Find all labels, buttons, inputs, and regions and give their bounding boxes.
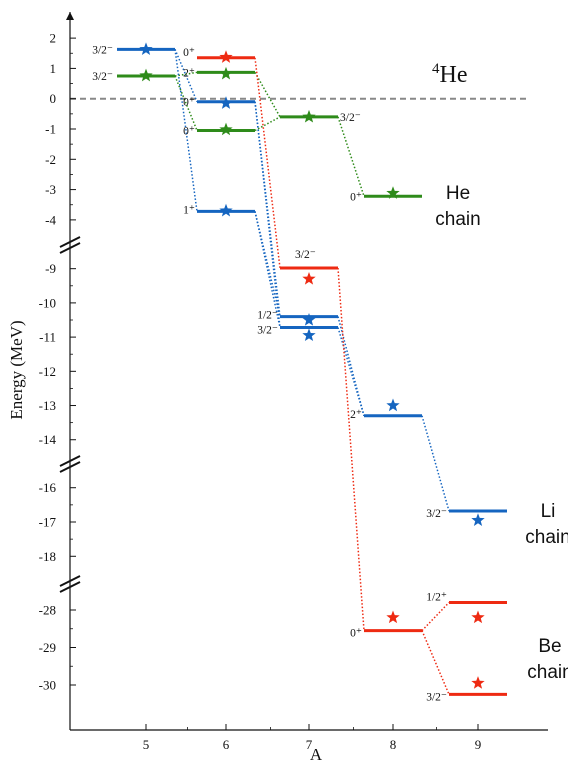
- state-label: 1/2⁻: [257, 310, 278, 322]
- star-marker: [219, 122, 233, 136]
- star-marker: [302, 313, 316, 326]
- transition-line: [254, 116, 281, 132]
- chain-label: chain: [435, 209, 480, 230]
- reference-nucleus-label: 4He: [432, 61, 467, 88]
- chain-label: chain: [525, 527, 568, 548]
- transition-line: [254, 57, 281, 269]
- transition-line: [174, 49, 198, 103]
- star-marker: [302, 328, 316, 342]
- state-label: 3/2⁻: [295, 249, 316, 261]
- y-tick-label: 2: [50, 31, 57, 46]
- state-label: 3/2⁻: [340, 112, 361, 124]
- transition-line: [174, 75, 198, 131]
- state-label: 0⁺: [183, 97, 195, 109]
- transition-line: [254, 101, 281, 328]
- star-marker: [471, 676, 485, 689]
- star-marker: [302, 271, 316, 285]
- y-tick-label: -17: [39, 515, 57, 530]
- x-tick-label: 8: [390, 737, 397, 752]
- state-label: 1/2⁺: [426, 592, 447, 604]
- y-tick-label: -4: [45, 212, 56, 227]
- x-tick-label: 6: [223, 737, 230, 752]
- axis-break-mark: [59, 455, 81, 467]
- state-label: 0⁺: [183, 47, 195, 59]
- y-tick-label: -12: [39, 364, 56, 379]
- y-tick-label: -10: [39, 295, 56, 310]
- star-marker: [219, 50, 233, 63]
- y-tick-label: -1: [45, 122, 56, 137]
- y-axis-arrow: [66, 12, 74, 20]
- transition-line: [337, 116, 365, 197]
- axis-break-mark: [59, 575, 81, 587]
- y-tick-label: -14: [39, 432, 57, 447]
- star-marker: [219, 96, 233, 109]
- y-tick-label: -2: [45, 152, 56, 167]
- transition-line: [421, 601, 450, 632]
- y-tick-label: -16: [39, 480, 57, 495]
- transition-line: [337, 327, 365, 417]
- state-label: 0⁺: [350, 191, 362, 203]
- transition-lines: [174, 49, 450, 695]
- state-label: 1⁺: [183, 204, 195, 216]
- x-tick-label: 5: [143, 737, 150, 752]
- x-tick-label: 7: [306, 737, 313, 752]
- y-tick-label: -9: [45, 261, 56, 276]
- transition-line: [254, 211, 281, 317]
- state-label: 0⁺: [350, 628, 362, 640]
- y-tick-label: -29: [39, 640, 56, 655]
- x-tick-label: 9: [475, 737, 482, 752]
- star-marker: [471, 610, 485, 624]
- mass-number: 4: [432, 61, 440, 77]
- transition-line: [421, 415, 450, 512]
- y-tick-label: -18: [39, 549, 56, 564]
- star-marker: [139, 68, 153, 82]
- star-marker: [471, 513, 485, 526]
- transition-line: [174, 71, 198, 77]
- star-marker: [219, 66, 233, 80]
- state-label: 2⁺: [183, 67, 195, 79]
- state-label: 3/2⁻: [92, 44, 113, 56]
- transition-line: [174, 49, 198, 212]
- axis-break-mark: [59, 236, 81, 248]
- state-label: 0⁺: [183, 126, 195, 138]
- star-marker: [386, 610, 400, 624]
- energy-levels: [117, 42, 507, 696]
- y-tick-label: -13: [39, 398, 56, 413]
- axes: 2 1 0 -1 -2 -3 -4 -9 -10 -11 -12 -13 -14 -16 -17 -18 -28…: [7, 12, 548, 764]
- axis-break-mark: [59, 242, 81, 254]
- transition-line: [337, 267, 365, 631]
- star-marker: [139, 42, 153, 55]
- y-tick-label: 0: [50, 91, 57, 106]
- chain-label: He: [446, 183, 470, 204]
- y-tick-label: -3: [45, 182, 56, 197]
- x-axis-title: A: [310, 745, 323, 764]
- star-marker: [219, 203, 233, 217]
- star-marker: [386, 186, 400, 199]
- chain-label: Li: [541, 501, 556, 522]
- state-label: 3/2⁻: [257, 325, 278, 337]
- axis-break-mark: [59, 461, 81, 473]
- element-symbol: He: [440, 62, 468, 88]
- y-tick-label: -28: [39, 603, 56, 618]
- state-label: 3/2⁻: [92, 71, 113, 83]
- state-label: 3/2⁻: [426, 508, 447, 520]
- transition-line: [421, 630, 450, 695]
- transition-line: [254, 71, 281, 118]
- chain-label: chain: [527, 662, 568, 683]
- state-label: 3/2⁻: [426, 691, 447, 703]
- y-tick-label: -11: [39, 330, 56, 345]
- transition-line: [254, 211, 281, 328]
- y-axis-title: Energy (MeV): [7, 320, 26, 419]
- star-marker: [302, 109, 316, 123]
- y-tick-label: -30: [39, 678, 56, 693]
- axis-break-mark: [59, 581, 81, 593]
- chain-label: Be: [538, 636, 561, 657]
- y-tick-label: 1: [50, 61, 57, 76]
- state-label: 2⁺: [350, 409, 362, 421]
- star-marker: [386, 398, 400, 412]
